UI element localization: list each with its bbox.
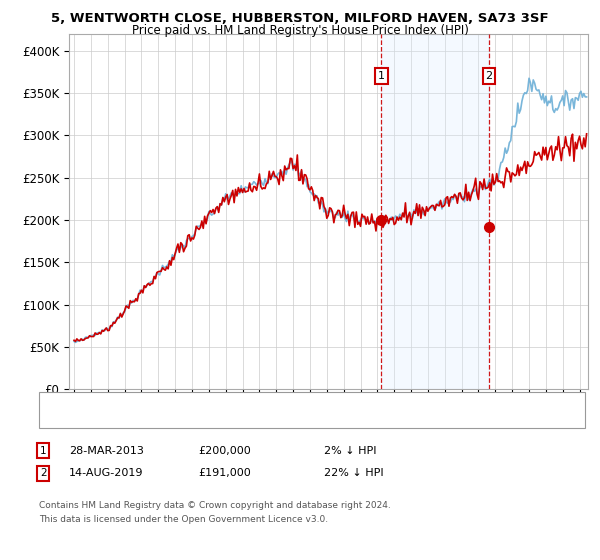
- Text: 2: 2: [485, 71, 493, 81]
- Text: 2% ↓ HPI: 2% ↓ HPI: [324, 446, 377, 456]
- Text: 14-AUG-2019: 14-AUG-2019: [69, 468, 143, 478]
- Text: ———: ———: [46, 396, 84, 409]
- Text: 22% ↓ HPI: 22% ↓ HPI: [324, 468, 383, 478]
- Text: £200,000: £200,000: [198, 446, 251, 456]
- Text: HPI: Average price, detached house, Pembrokeshire: HPI: Average price, detached house, Pemb…: [76, 416, 334, 426]
- Text: 1: 1: [378, 71, 385, 81]
- Text: 28-MAR-2013: 28-MAR-2013: [69, 446, 144, 456]
- Text: 5, WENTWORTH CLOSE, HUBBERSTON, MILFORD HAVEN, SA73 3SF: 5, WENTWORTH CLOSE, HUBBERSTON, MILFORD …: [51, 12, 549, 25]
- Bar: [381, 34, 489, 389]
- Text: 5, WENTWORTH CLOSE, HUBBERSTON, MILFORD HAVEN, SA73 3SF (detached house): 5, WENTWORTH CLOSE, HUBBERSTON, MILFORD …: [76, 397, 500, 407]
- Text: 2: 2: [40, 468, 47, 478]
- Text: £191,000: £191,000: [198, 468, 251, 478]
- Text: This data is licensed under the Open Government Licence v3.0.: This data is licensed under the Open Gov…: [39, 515, 328, 524]
- Text: Contains HM Land Registry data © Crown copyright and database right 2024.: Contains HM Land Registry data © Crown c…: [39, 501, 391, 510]
- Text: ———: ———: [46, 414, 84, 427]
- Text: Price paid vs. HM Land Registry's House Price Index (HPI): Price paid vs. HM Land Registry's House …: [131, 24, 469, 36]
- Text: 1: 1: [40, 446, 47, 456]
